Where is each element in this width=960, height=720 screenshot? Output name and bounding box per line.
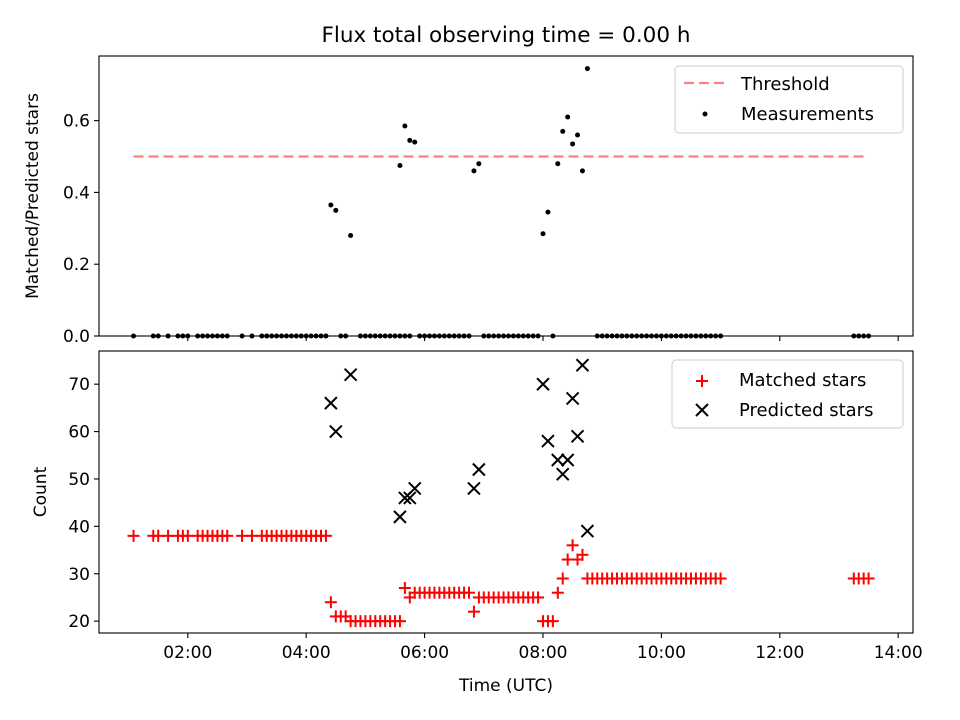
x-tick-label: 06:00 [400,643,449,663]
measurement-point [397,162,403,168]
y-tick-label: 0.4 [63,183,90,203]
bottom-x-axis-ticks: 02:00 04:00 06:00 08:00 10:00 12:00 14:00 [163,633,923,663]
x-tick-label: 04:00 [282,643,331,663]
y-tick-label: 30 [68,565,90,585]
legend-matched-swatch [696,375,708,387]
matched-star-point [551,586,564,599]
predicted-star-point [393,510,407,524]
matched-star-point [467,605,480,618]
matched-star-point [324,596,337,609]
x-tick-label: 12:00 [755,643,804,663]
x-axis-label: Time (UTC) [458,676,553,696]
measurement-point [565,114,571,120]
matched-star-point [463,586,475,599]
measurement-point [407,137,413,143]
predicted-star-point [551,453,565,467]
measurement-point [328,202,334,208]
measurement-point [545,209,551,215]
top-legend-box [674,65,904,134]
x-tick-label: 10:00 [637,643,686,663]
predicted-star-point [472,462,486,477]
matched-star-point [127,529,140,542]
predicted-star-point [324,396,338,410]
predicted-star-point [565,391,580,406]
matched-star-point [532,591,545,604]
y-tick-label: 70 [68,375,90,395]
top-x-axis-ticks [187,336,899,341]
measurement-point [471,168,477,174]
predicted-star-point [343,367,358,382]
predicted-star-point [541,434,555,448]
measurement-point [412,139,418,145]
bottom-legend: Matched stars Predicted stars [671,359,904,429]
legend-predicted-swatch [695,403,709,417]
y-tick-label: 60 [68,423,90,443]
measurement-points [131,66,872,339]
measurement-point [584,66,590,72]
matched-star-point [566,539,579,552]
x-tick-label: 08:00 [519,643,568,663]
legend-predicted-label: Predicted stars [739,400,873,421]
measurement-point [570,141,576,147]
top-panel: 0.0 0.2 0.4 0.6 Matched/Predicted stars Thr… [23,55,914,347]
predicted-star-point [403,491,417,505]
legend-matched-label: Matched stars [739,370,866,391]
measurement-point [476,161,482,167]
measurement-point [348,232,354,238]
bottom-legend-box [671,359,904,429]
matched-star-point [862,572,875,585]
bottom-y-axis-label: Count [31,466,51,517]
chart-title: Flux total observing time = 0.00 h [322,23,691,48]
measurement-point [579,168,585,174]
matched-star-point [319,529,332,542]
matched-star-point [714,572,727,585]
measurement-point [402,123,408,129]
predicted-star-point [536,377,550,391]
matched-star-point [546,615,559,628]
y-tick-label: 0.2 [63,255,90,275]
y-tick-label: 0.0 [63,327,90,347]
measurement-point [575,132,581,138]
bottom-y-axis-ticks: 20 30 40 50 60 70 [68,375,99,632]
measurement-point [555,161,561,167]
matched-star-point [576,548,589,561]
measurement-point [540,231,546,237]
top-y-axis-ticks: 0.0 0.2 0.4 0.6 [63,112,99,347]
y-tick-label: 20 [68,612,90,632]
legend-measurements-label: Measurements [741,104,874,125]
legend-measurements-swatch [702,111,708,117]
bottom-panel: 20 30 40 50 60 70 02:00 04:00 06:00 08:00 10:00 12… [31,350,923,696]
y-tick-label: 0.6 [63,112,90,132]
predicted-star-point [580,524,595,538]
top-legend: Threshold Measurements [674,65,904,134]
measurement-point [333,207,339,213]
legend-threshold-label: Threshold [740,74,830,95]
predicted-star-point [408,481,422,496]
measurement-point [560,128,566,134]
predicted-star-point [560,453,575,467]
y-tick-label: 40 [68,517,90,537]
x-tick-label: 14:00 [874,643,923,663]
x-tick-label: 02:00 [163,643,212,663]
matched-star-point [221,529,234,542]
predicted-star-point [556,467,570,481]
matched-star-point [393,615,406,628]
matched-star-point [556,572,569,585]
top-axes-frame [98,55,914,337]
predicted-star-point [329,424,343,439]
bottom-axes-frame [98,350,914,634]
predicted-star-point [575,358,590,372]
y-tick-label: 50 [68,470,90,490]
top-y-axis-label: Matched/Predicted stars [23,93,43,299]
matched-star-point [398,581,411,594]
predicted-star-point [570,429,585,444]
count-points [127,358,875,628]
predicted-star-point [467,481,481,496]
